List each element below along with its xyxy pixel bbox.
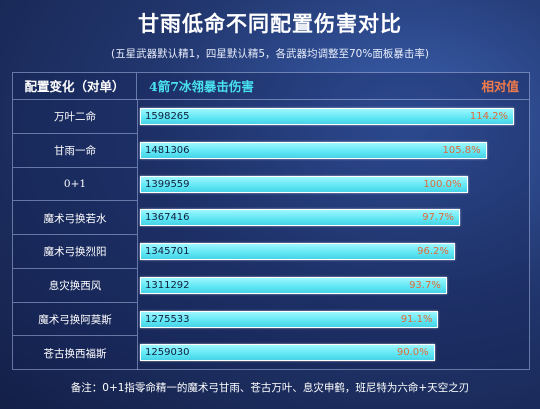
bar-row: 魔术弓换若水 1367416 97.7% (13, 201, 529, 235)
table-header: 配置变化（对单） 4箭7冰翎暴击伤害 相对值 (13, 73, 529, 100)
damage-bar: 1259030 90.0% (140, 344, 435, 362)
category-label: 魔术弓换烈阳 (43, 246, 107, 259)
bar-value-label: 1259030 (145, 347, 190, 359)
bar-value-label: 1345701 (145, 246, 190, 257)
damage-bar: 1399559 100.0% (140, 175, 468, 193)
comparison-table: 配置变化（对单） 4箭7冰翎暴击伤害 相对值 万叶二命 1598265 114.2%… (12, 72, 530, 370)
header-damage: 4箭7冰翎暴击伤害 (149, 79, 254, 94)
bar-value-label: 1399559 (145, 178, 190, 190)
damage-bar: 1275533 91.1% (140, 310, 439, 328)
bar-value-label: 1367416 (145, 212, 190, 224)
category-label: 0+1 (63, 178, 87, 191)
relative-value-label: 96.2% (417, 246, 449, 257)
row-divider (13, 200, 137, 202)
damage-bar: 1598265 114.2% (140, 108, 514, 125)
relative-value-label: 91.1% (400, 313, 433, 325)
column-divider (137, 100, 138, 370)
category-label: 苍古换西福斯 (43, 347, 107, 360)
category-label: 甘雨一命 (54, 145, 96, 158)
header-config: 配置变化（对单） (13, 73, 137, 100)
category-label: 魔术弓换阿莫斯 (38, 313, 112, 326)
bar-value-label: 1481306 (145, 144, 190, 156)
category-label: 万叶二命 (54, 111, 96, 124)
bar-row: 万叶二命 1598265 114.2% (13, 100, 529, 134)
header-relative: 相对值 (481, 79, 519, 94)
bar-row: 甘雨一命 1481306 105.8% (13, 134, 529, 168)
row-divider (13, 335, 137, 337)
row-divider (13, 166, 137, 168)
relative-value-label: 90.0% (396, 347, 429, 359)
damage-bar: 1345701 96.2% (140, 243, 455, 260)
footnote: 备注：0+1指零命精一的魔术弓甘雨、苍古万叶、息灾申鹤，班尼特为六命+天空之刃 (70, 382, 470, 394)
relative-value-label: 114.2% (469, 111, 508, 122)
bar-row: 0+1 1399559 100.0% (13, 168, 529, 202)
category-label: 息灾换西风 (48, 280, 102, 293)
row-divider (13, 301, 137, 303)
relative-value-label: 97.7% (422, 212, 454, 224)
row-divider (13, 234, 137, 235)
bar-row: 苍古换西福斯 1259030 90.0% (13, 336, 529, 370)
chart-subtitle: (五星武器默认精1，四星默认精5，各武器均调整至70%面板暴击率) (111, 48, 429, 60)
row-divider (13, 267, 137, 269)
relative-value-label: 105.8% (442, 144, 481, 156)
relative-value-label: 100.0% (423, 178, 462, 190)
bar-row: 魔术弓换阿莫斯 1275533 91.1% (13, 303, 529, 337)
bar-value-label: 1275533 (145, 313, 190, 325)
bar-row: 息灾换西风 1311292 93.7% (13, 269, 529, 303)
damage-bar: 1367416 97.7% (140, 209, 460, 227)
relative-value-label: 93.7% (409, 279, 441, 291)
row-divider (13, 132, 137, 134)
bar-row: 魔术弓换烈阳 1345701 96.2% (13, 235, 529, 269)
damage-bar: 1481306 105.8% (140, 141, 487, 159)
bar-value-label: 1311292 (145, 279, 190, 291)
chart-title: 甘雨低命不同配置伤害对比 (138, 12, 402, 36)
bar-value-label: 1598265 (145, 111, 190, 122)
damage-bar: 1311292 93.7% (140, 276, 447, 294)
category-label: 魔术弓换若水 (43, 212, 107, 225)
